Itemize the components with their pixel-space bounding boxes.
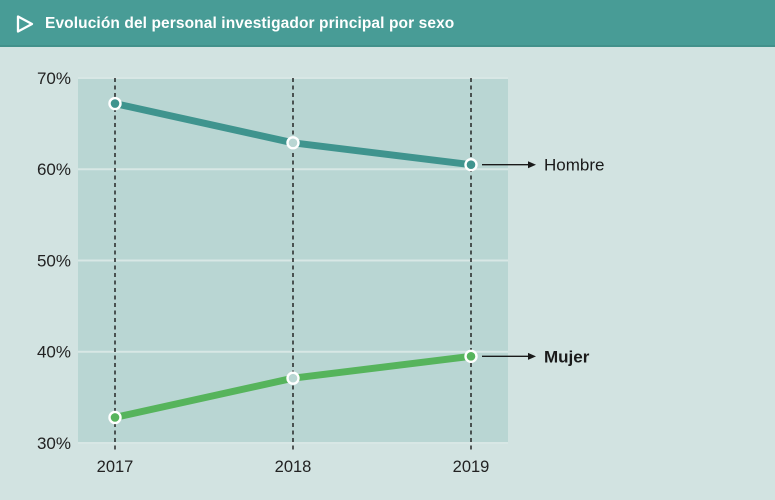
- data-point-mujer-2019: [464, 349, 478, 364]
- x-tick-label-2019: 2019: [453, 458, 490, 476]
- series-label-hombre: Hombre: [544, 156, 604, 175]
- label-arrowhead-mujer: [528, 352, 536, 360]
- data-point-hombre-2017: [108, 96, 122, 111]
- data-point-hombre-2018: [286, 136, 300, 150]
- data-point-mujer-2017: [108, 410, 122, 425]
- chart-title: Evolución del personal investigador prin…: [45, 14, 455, 32]
- data-point-mujer-2018: [286, 371, 300, 385]
- x-tick-label-2017: 2017: [97, 458, 134, 476]
- y-tick-label-40: 40%: [37, 343, 71, 362]
- chart-header: Evolución del personal investigador prin…: [0, 0, 775, 47]
- line-chart: 70% 60% 50% 40% 30% 2017 2018 2019 Hombre Mujer: [37, 69, 605, 476]
- x-tick-label-2018: 2018: [275, 458, 312, 476]
- data-point-hombre-2019: [464, 157, 478, 172]
- y-tick-label-30: 30%: [37, 434, 71, 453]
- y-tick-label-50: 50%: [37, 251, 71, 270]
- triangle-right-icon: [16, 14, 34, 33]
- y-tick-label-60: 60%: [37, 160, 71, 179]
- y-tick-label-70: 70%: [37, 69, 71, 88]
- series-label-mujer: Mujer: [544, 347, 590, 366]
- label-arrowhead-hombre: [528, 161, 536, 169]
